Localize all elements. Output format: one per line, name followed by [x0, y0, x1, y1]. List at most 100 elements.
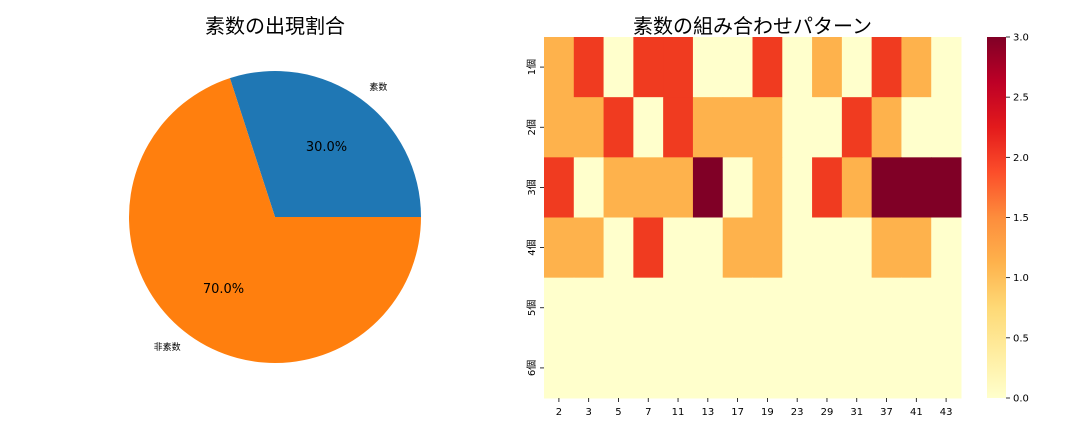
- colorbar: [987, 37, 1006, 398]
- heatmap-cell: [663, 337, 694, 399]
- pie-slice-1: [128, 78, 421, 363]
- heatmap-cell: [871, 217, 902, 279]
- heatmap-cell: [633, 217, 664, 279]
- heatmap-title: 素数の組み合わせパターン: [633, 14, 872, 38]
- heatmap-cell: [544, 97, 575, 158]
- heatmap-cell: [573, 217, 605, 279]
- heatmap-cell: [752, 37, 783, 98]
- heatmap-cell: [812, 337, 843, 399]
- heatmap-cell: [752, 337, 783, 399]
- heatmap-cell: [544, 37, 575, 98]
- x-tick-label: 3: [585, 407, 591, 418]
- heatmap-cell: [841, 157, 873, 218]
- pie-slices: 30.0% 素数 70.0% 非素数: [128, 71, 421, 363]
- heatmap-cell: [841, 37, 873, 98]
- x-tick-label: 11: [672, 407, 685, 418]
- heatmap-cell: [544, 277, 575, 339]
- x-tick-label: 13: [701, 407, 714, 418]
- heatmap-grid: [544, 37, 962, 399]
- heatmap-cell: [901, 157, 932, 218]
- heatmap-cell: [782, 157, 813, 218]
- heatmap-cell: [812, 157, 843, 218]
- x-tick-label: 37: [880, 407, 893, 418]
- colorbar-tick-label: 0.0: [1013, 394, 1029, 405]
- heatmap-cell: [663, 37, 694, 98]
- heatmap-cell: [931, 157, 962, 218]
- heatmap-cell: [782, 217, 813, 279]
- pie-percent-label: 70.0%: [203, 282, 244, 297]
- heatmap-cell: [633, 157, 664, 218]
- heatmap-cell: [812, 217, 843, 279]
- heatmap-cell: [633, 97, 664, 158]
- y-tick-label: 5個: [525, 300, 538, 316]
- heatmap-cell: [841, 337, 873, 399]
- x-tick-label: 41: [910, 407, 923, 418]
- heatmap-cell: [782, 337, 813, 399]
- heatmap-cell: [603, 37, 634, 98]
- heatmap-cell: [782, 37, 813, 98]
- heatmap-cell: [544, 157, 575, 218]
- heatmap-cell: [931, 217, 962, 279]
- heatmap-cell: [722, 277, 753, 339]
- heatmap-cell: [871, 37, 902, 98]
- heatmap-cell: [603, 337, 634, 399]
- heatmap-cell: [812, 37, 843, 98]
- y-tick-label: 3個: [525, 179, 538, 195]
- heatmap-cell: [663, 97, 694, 158]
- heatmap-cell: [573, 157, 605, 218]
- heatmap-cell: [812, 97, 843, 158]
- y-tick-label: 4個: [525, 239, 538, 255]
- pie-chart-title: 素数の出現割合: [205, 14, 345, 38]
- colorbar-tick-label: 1.5: [1013, 213, 1029, 224]
- heatmap-cell: [573, 337, 605, 399]
- heatmap-cell: [722, 37, 753, 98]
- heatmap-cell: [692, 37, 724, 98]
- heatmap-cell: [692, 337, 724, 399]
- x-tick-label: 29: [821, 407, 834, 418]
- y-tick-label: 2個: [525, 119, 538, 135]
- heatmap-cell: [603, 217, 634, 279]
- x-tick-label: 23: [791, 407, 804, 418]
- heatmap-cell: [752, 277, 783, 339]
- heatmap-cell: [692, 217, 724, 279]
- heatmap-cell: [722, 97, 753, 158]
- heatmap-cell: [901, 337, 932, 399]
- heatmap-cell: [573, 277, 605, 339]
- heatmap-cell: [931, 37, 962, 98]
- heatmap-cell: [871, 277, 902, 339]
- x-tick-label: 2: [556, 407, 562, 418]
- x-tick-label: 5: [615, 407, 621, 418]
- y-tick-label: 1個: [525, 59, 538, 75]
- x-tick-label: 19: [761, 407, 774, 418]
- heatmap-cell: [573, 37, 605, 98]
- heatmap-cell: [901, 37, 932, 98]
- heatmap-cell: [663, 277, 694, 339]
- heatmap-cell: [931, 337, 962, 399]
- heatmap-cell: [633, 337, 664, 399]
- heatmap-cell: [901, 97, 932, 158]
- colorbar-tick-label: 2.5: [1013, 93, 1029, 104]
- heatmap-cell: [812, 277, 843, 339]
- heatmap-cell: [871, 97, 902, 158]
- y-tick-label: 6個: [525, 360, 538, 376]
- heatmap-cell: [722, 337, 753, 399]
- heatmap-cell: [663, 157, 694, 218]
- heatmap-cell: [544, 217, 575, 279]
- heatmap-cell: [931, 97, 962, 158]
- heatmap-cell: [752, 97, 783, 158]
- x-tick-label: 31: [850, 407, 863, 418]
- pie-slice-0: [229, 71, 421, 218]
- heatmap-cell: [722, 157, 753, 218]
- x-tick-label: 7: [645, 407, 651, 418]
- heatmap-cell: [603, 157, 634, 218]
- pie-category-label: 非素数: [154, 341, 181, 353]
- heatmap-cell: [633, 277, 664, 339]
- pie-percent-label: 30.0%: [306, 140, 347, 155]
- heatmap-cell: [871, 337, 902, 399]
- heatmap-cell: [901, 217, 932, 279]
- heatmap-cell: [841, 217, 873, 279]
- colorbar-tick-label: 2.0: [1013, 153, 1029, 164]
- colorbar-tick-label: 3.0: [1013, 33, 1029, 44]
- heatmap-cell: [782, 277, 813, 339]
